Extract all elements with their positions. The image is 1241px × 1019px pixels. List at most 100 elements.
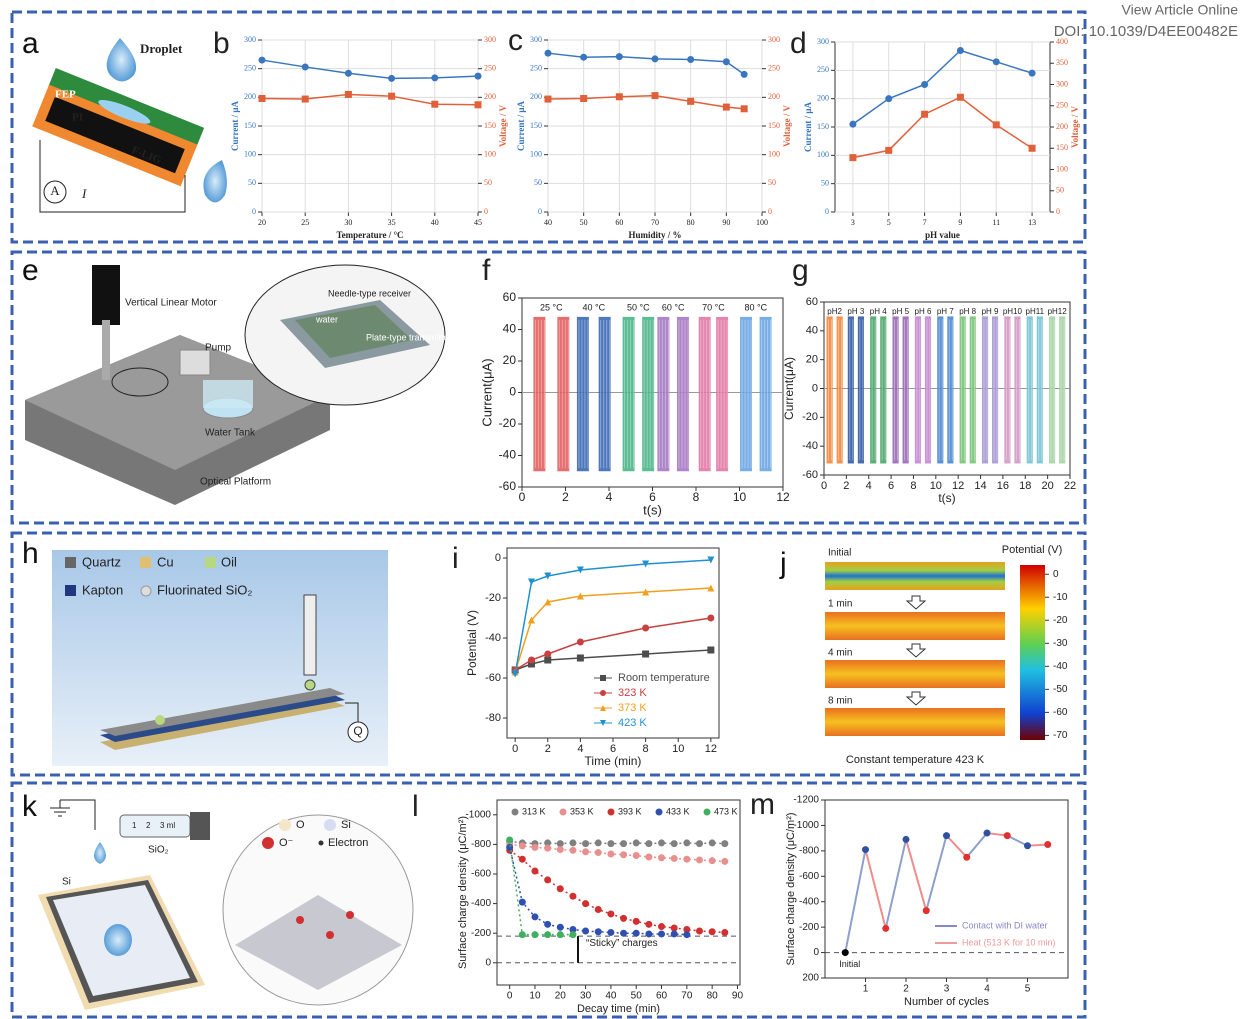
connector bbox=[906, 839, 926, 910]
marker bbox=[707, 647, 714, 654]
y2-tick-label: 50 bbox=[768, 178, 776, 187]
device bbox=[32, 68, 204, 186]
y-tick-label: -400 bbox=[799, 896, 819, 907]
marker bbox=[595, 906, 602, 913]
marker bbox=[519, 856, 526, 863]
probe-tip bbox=[305, 680, 315, 690]
marker bbox=[582, 840, 589, 847]
y-tick-label: 0 bbox=[495, 552, 501, 564]
marker bbox=[882, 925, 889, 932]
marker bbox=[607, 851, 614, 858]
x-tick-label: 35 bbox=[388, 218, 396, 227]
colorbar-tick-label: -70 bbox=[1053, 730, 1068, 741]
marker bbox=[582, 900, 589, 907]
marker bbox=[993, 121, 1000, 128]
current-label: I bbox=[81, 186, 87, 201]
marker bbox=[259, 57, 266, 64]
marker bbox=[923, 907, 930, 914]
syringe bbox=[120, 815, 190, 837]
marker bbox=[620, 840, 627, 847]
marker bbox=[671, 855, 678, 862]
y-tick-label: 100 bbox=[817, 150, 829, 159]
y2-tick-label: 100 bbox=[484, 149, 496, 158]
marker bbox=[557, 924, 564, 931]
y-tick-label: 50 bbox=[248, 178, 256, 187]
marker bbox=[645, 921, 652, 928]
marker bbox=[345, 70, 352, 77]
marker bbox=[658, 923, 665, 930]
connector bbox=[845, 850, 865, 953]
legend-swatch bbox=[140, 557, 151, 568]
x-tick-label: 90 bbox=[722, 218, 730, 227]
potential-map bbox=[825, 612, 1005, 640]
caption: Constant temperature 423 K bbox=[846, 754, 985, 766]
y2-tick-label: 50 bbox=[484, 178, 492, 187]
marker bbox=[723, 58, 730, 65]
callout: Needle-type receiver bbox=[328, 288, 411, 298]
annotation: Initial bbox=[839, 959, 860, 969]
y-tick-label: 0 bbox=[252, 207, 256, 216]
marker bbox=[984, 830, 991, 837]
y2-tick-label: 100 bbox=[1056, 164, 1068, 173]
marker bbox=[696, 856, 703, 863]
x-tick-label: 4 bbox=[577, 743, 583, 755]
y-tick-label: -1000 bbox=[793, 820, 819, 831]
y2-tick-label: 400 bbox=[1056, 37, 1068, 46]
x-tick-label: 10 bbox=[529, 991, 541, 1002]
x-tick-label: 0 bbox=[821, 480, 827, 492]
y-tick-label: 300 bbox=[817, 37, 829, 46]
syringe-mark: 2 bbox=[146, 821, 151, 830]
x-tick-label: 3 bbox=[944, 984, 950, 995]
pump bbox=[180, 350, 210, 375]
x-axis-label: pH value bbox=[925, 230, 960, 240]
x-axis-label: Number of cycles bbox=[904, 996, 989, 1008]
group-label: pH11 bbox=[1026, 307, 1045, 316]
marker bbox=[607, 840, 614, 847]
colorbar-tick-label: -30 bbox=[1053, 638, 1068, 649]
y-tick-label: 200 bbox=[802, 973, 819, 984]
legend-label: Kapton bbox=[82, 582, 123, 597]
y-tick-label: -1200 bbox=[793, 795, 819, 806]
x-axis-label: Humidity / % bbox=[628, 230, 681, 240]
x-tick-label: 5 bbox=[887, 218, 891, 227]
x-tick-label: 12 bbox=[705, 743, 717, 755]
callout: Plate-type transmitter bbox=[366, 332, 452, 342]
y-tick-label: 20 bbox=[503, 353, 517, 367]
y-tick-label: 200 bbox=[244, 92, 256, 101]
marker bbox=[545, 50, 552, 57]
legend-swatch bbox=[262, 837, 274, 849]
x-tick-label: 80 bbox=[707, 991, 719, 1002]
marker bbox=[633, 930, 640, 937]
marker bbox=[849, 154, 856, 161]
y-axis-label: Surface charge density (μC/m²) bbox=[457, 816, 469, 969]
marker bbox=[709, 857, 716, 864]
group-label: pH12 bbox=[1048, 307, 1068, 316]
y2-tick-label: 350 bbox=[1056, 58, 1068, 67]
x-tick-label: 10 bbox=[672, 743, 684, 755]
marker bbox=[849, 121, 856, 128]
legend-label: Electron bbox=[328, 837, 368, 849]
series-line bbox=[548, 53, 744, 74]
atom bbox=[346, 911, 354, 919]
x-tick-label: 6 bbox=[888, 480, 894, 492]
x-tick-label: 50 bbox=[631, 991, 643, 1002]
droplet-label: Droplet bbox=[140, 41, 183, 56]
probe bbox=[304, 595, 316, 675]
y-tick-label: 250 bbox=[530, 63, 542, 72]
article-link[interactable]: View Article Online bbox=[1122, 2, 1239, 18]
legend-label: 373 K bbox=[618, 702, 647, 714]
legend-label: Oil bbox=[221, 554, 237, 569]
x-tick-label: 8 bbox=[910, 480, 916, 492]
marker bbox=[545, 96, 552, 103]
y2-tick-label: 300 bbox=[768, 35, 780, 44]
y-tick-label: 50 bbox=[534, 178, 542, 187]
legend-label: 323 K bbox=[618, 687, 647, 699]
y2-tick-label: 150 bbox=[768, 121, 780, 130]
x-tick-label: 4 bbox=[984, 984, 990, 995]
x-tick-label: 0 bbox=[519, 490, 526, 504]
x-tick-label: 1 bbox=[863, 984, 869, 995]
y-tick-label: -60 bbox=[499, 479, 517, 493]
group-label: 60 °C bbox=[662, 302, 685, 312]
marker bbox=[595, 839, 602, 846]
x-tick-label: 40 bbox=[431, 218, 439, 227]
